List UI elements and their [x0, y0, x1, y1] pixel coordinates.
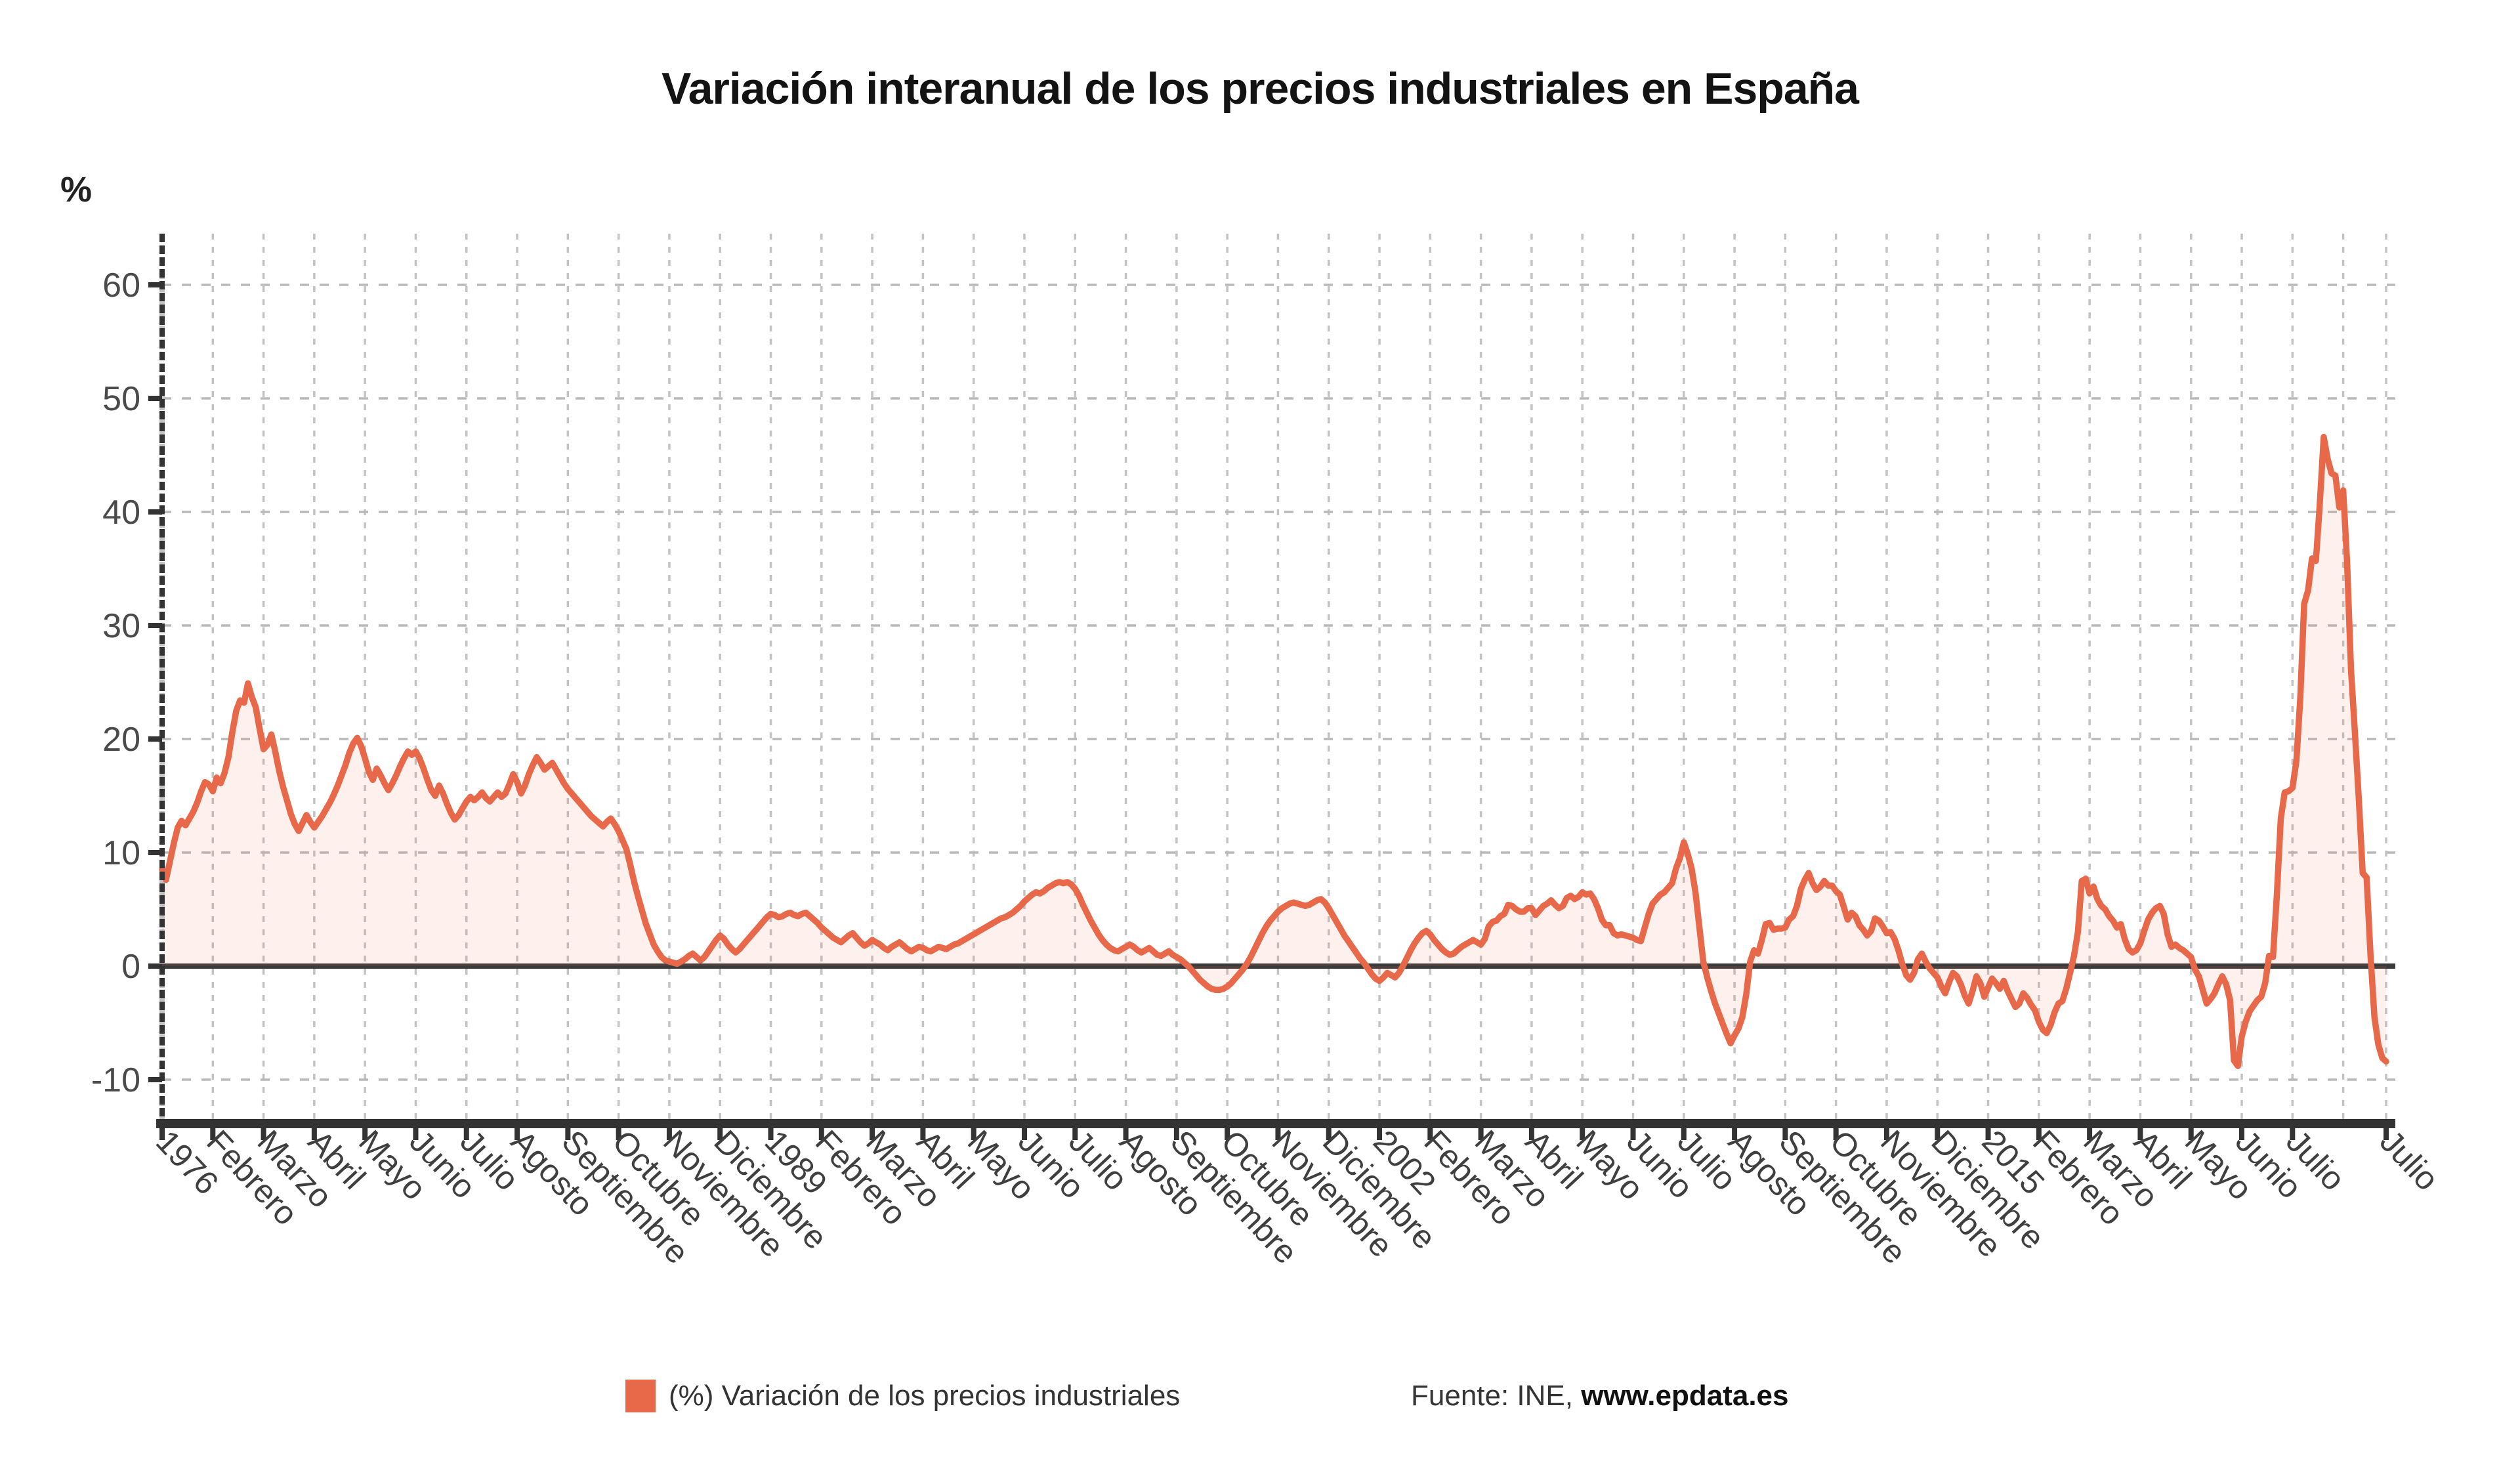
y-tick	[148, 282, 162, 287]
x-tick	[1630, 1128, 1636, 1140]
x-tick	[1326, 1128, 1332, 1140]
x-tick	[768, 1128, 774, 1140]
x-tick	[1275, 1128, 1281, 1140]
source-site: www.epdata.es	[1581, 1380, 1789, 1412]
x-tick	[971, 1128, 976, 1140]
x-tick	[463, 1128, 469, 1140]
y-tick	[148, 1077, 162, 1082]
x-tick	[1072, 1128, 1078, 1140]
area-fill	[162, 436, 2386, 1067]
x-tick	[2290, 1128, 2296, 1140]
y-tick-label: 40	[102, 494, 140, 532]
x-tick	[2036, 1128, 2042, 1140]
x-tick	[1528, 1128, 1534, 1140]
x-tick	[920, 1128, 926, 1140]
legend-label: (%) Variación de los precios industriale…	[669, 1380, 1181, 1412]
x-tick	[666, 1128, 672, 1140]
legend-swatch	[625, 1380, 656, 1412]
y-axis-unit-label: %	[60, 170, 93, 209]
x-tick	[210, 1128, 216, 1140]
y-tick-label: 50	[102, 380, 140, 418]
y-tick-label: -10	[91, 1061, 140, 1099]
x-tick	[870, 1128, 875, 1140]
y-tick-label: 30	[102, 607, 140, 645]
x-tick	[362, 1128, 368, 1140]
x-tick	[1123, 1128, 1129, 1140]
x-tick	[311, 1128, 317, 1140]
y-tick-label: 20	[102, 721, 140, 759]
series-line	[159, 434, 2389, 1069]
x-tick	[1427, 1128, 1433, 1140]
x-tick	[2239, 1128, 2245, 1140]
x-tick	[2188, 1128, 2194, 1140]
x-tick	[2087, 1128, 2093, 1140]
y-tick	[148, 736, 162, 742]
source-prefix: Fuente: INE,	[1411, 1380, 1582, 1412]
x-tick	[1782, 1128, 1788, 1140]
x-tick	[1883, 1128, 1889, 1140]
x-tick	[1173, 1128, 1179, 1140]
x-tick	[261, 1128, 266, 1140]
y-tick	[148, 963, 162, 969]
y-tick-label: 10	[102, 834, 140, 872]
x-tick	[1732, 1128, 1738, 1140]
x-tick	[1377, 1128, 1383, 1140]
source-text: Fuente: INE, www.epdata.es	[1411, 1380, 1788, 1412]
x-tick	[2384, 1128, 2389, 1140]
x-tick	[159, 1128, 165, 1140]
x-tick	[1580, 1128, 1586, 1140]
x-tick	[1935, 1128, 1941, 1140]
y-tick-label: 0	[121, 948, 140, 986]
x-tick	[1833, 1128, 1839, 1140]
x-tick	[717, 1128, 723, 1140]
x-tick	[616, 1128, 621, 1140]
x-tick	[565, 1128, 571, 1140]
y-tick	[148, 850, 162, 855]
x-tick	[413, 1128, 419, 1140]
x-tick	[2137, 1128, 2143, 1140]
y-tick-label: 60	[102, 266, 140, 305]
x-tick	[1225, 1128, 1230, 1140]
page-title: Variación interanual de los precios indu…	[662, 64, 1859, 114]
y-tick	[148, 509, 162, 515]
y-tick	[148, 396, 162, 401]
x-tick	[1021, 1128, 1027, 1140]
legend: (%) Variación de los precios industriale…	[625, 1380, 1180, 1412]
y-tick	[148, 623, 162, 628]
x-tick	[818, 1128, 824, 1140]
x-tick	[1985, 1128, 1991, 1140]
x-tick	[1478, 1128, 1484, 1140]
x-tick	[514, 1128, 520, 1140]
x-tick	[1681, 1128, 1687, 1140]
